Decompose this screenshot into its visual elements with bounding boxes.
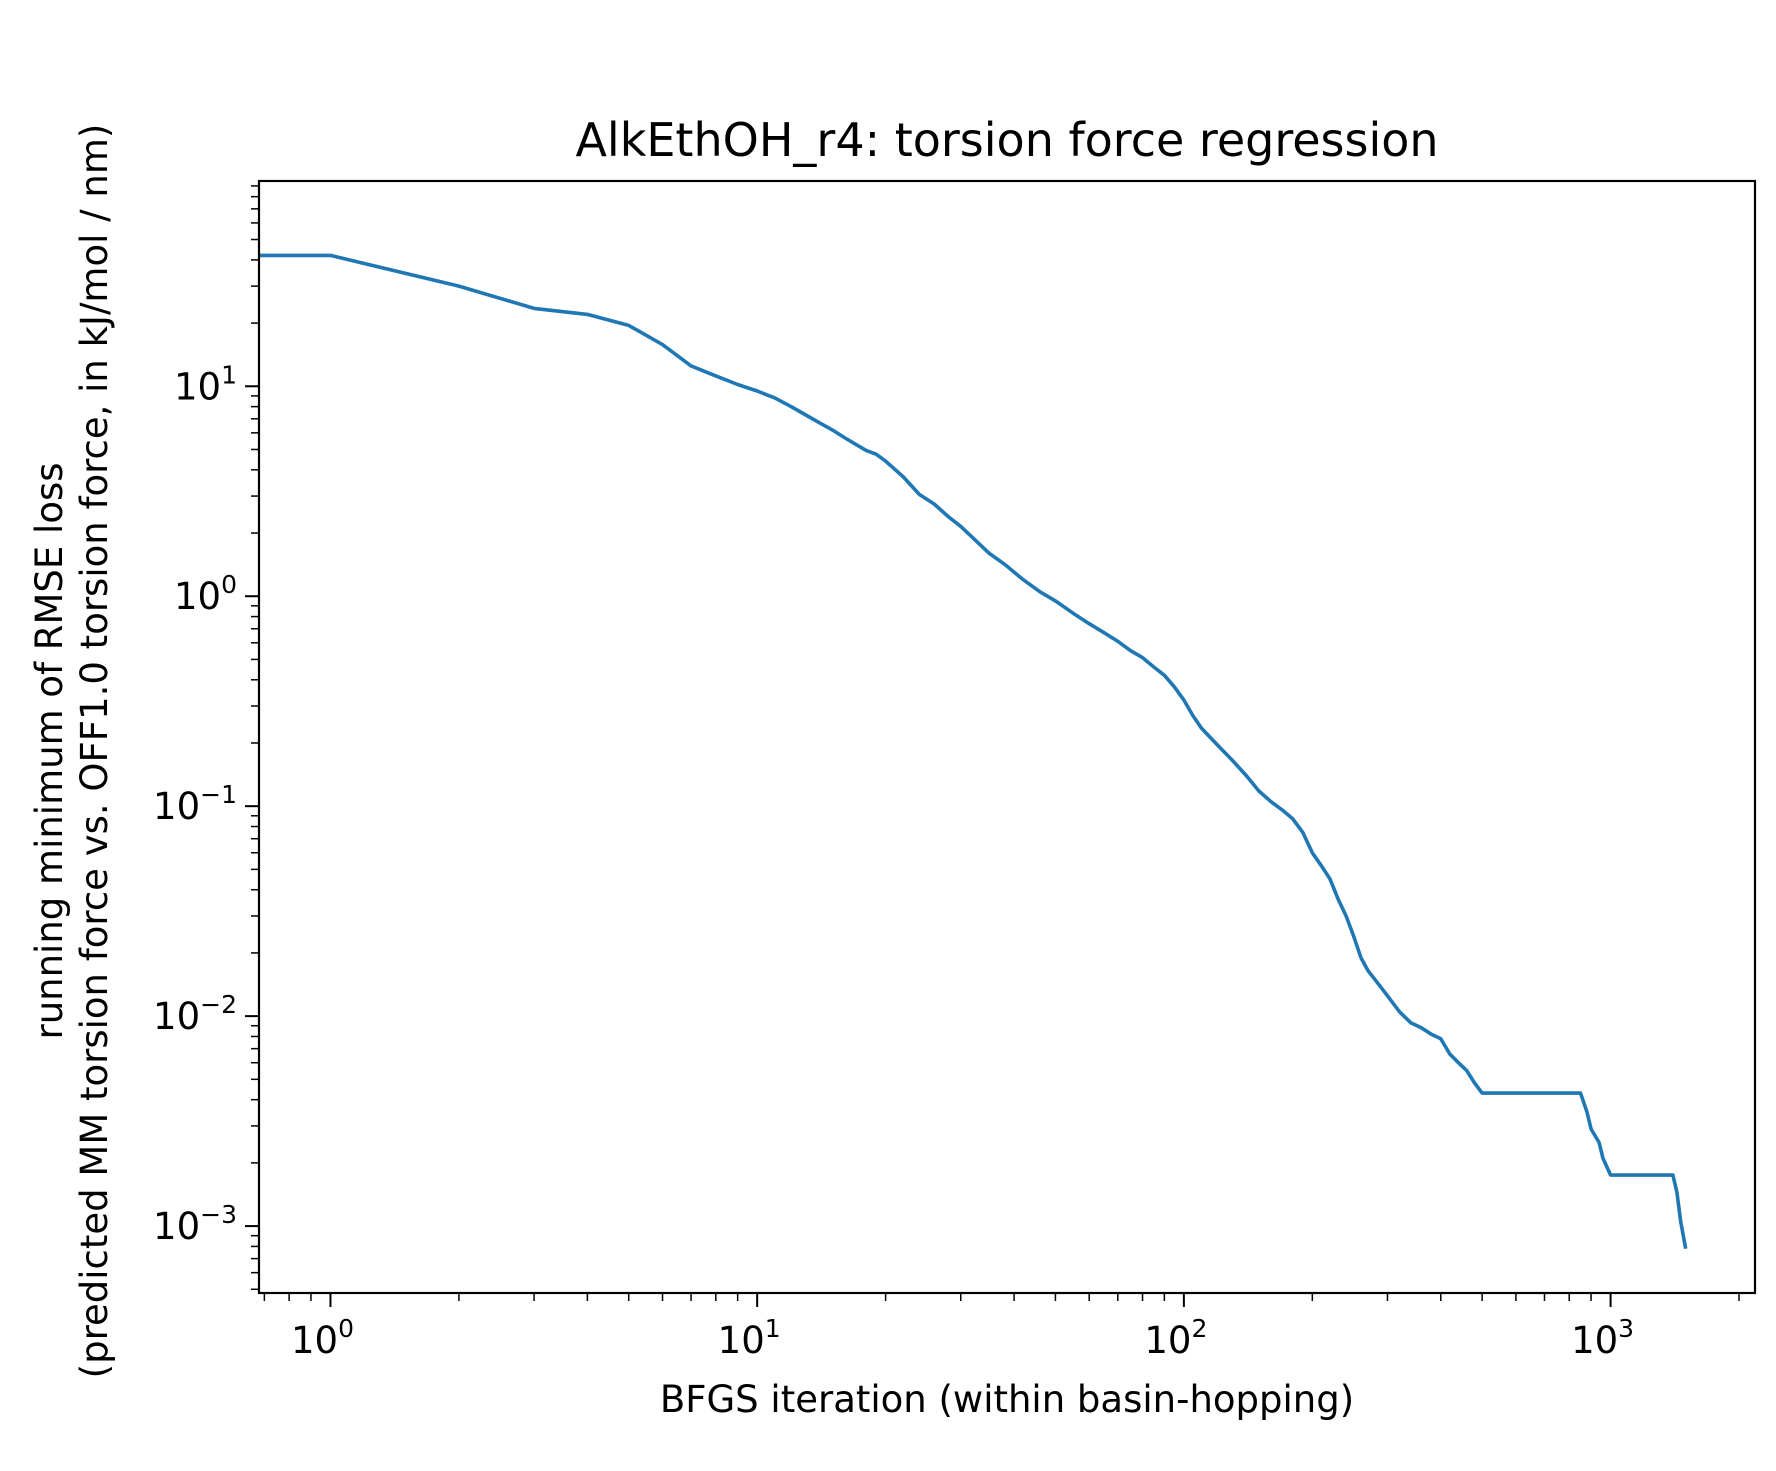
x-tick-label: 102 xyxy=(1144,1314,1207,1362)
y-tick-label: 100 xyxy=(174,570,237,618)
y-axis-label-line2: (predicted MM torsion force vs. OFF1.0 t… xyxy=(73,124,116,1379)
y-axis-label-line1: running minimum of RMSE loss xyxy=(28,462,71,1039)
x-tick-label: 100 xyxy=(291,1314,354,1362)
y-tick-label: 10−1 xyxy=(153,780,237,828)
plot-area xyxy=(259,253,1688,1250)
y-tick-label: 101 xyxy=(174,360,237,408)
axis-ticks xyxy=(245,185,1740,1307)
x-tick-label: 101 xyxy=(718,1314,781,1362)
x-axis-label: BFGS iteration (within basin-hopping) xyxy=(660,1378,1354,1421)
chart-title: AlkEthOH_r4: torsion force regression xyxy=(575,113,1438,167)
axis-tick-labels: 100 101 102 103 101 100 10−1 10−2 10−3 xyxy=(153,360,1634,1362)
y-tick-label: 10−3 xyxy=(153,1200,237,1248)
x-tick-label: 103 xyxy=(1571,1314,1634,1362)
y-tick-label: 10−2 xyxy=(153,990,237,1038)
plot-frame xyxy=(257,179,1757,1295)
series-line xyxy=(259,253,1688,1250)
